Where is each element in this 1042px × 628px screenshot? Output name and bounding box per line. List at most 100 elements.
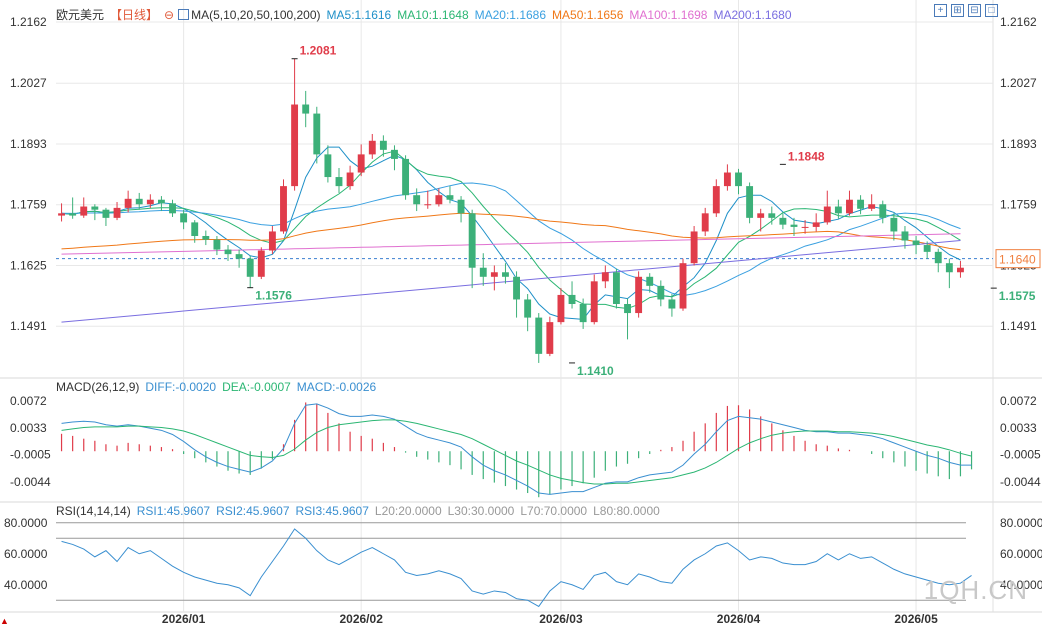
candle-body — [213, 239, 221, 250]
macd-tick-right: -0.0044 — [1000, 475, 1041, 489]
moving-average-lines — [61, 146, 961, 323]
fullscreen-icon[interactable]: □ — [985, 4, 998, 17]
macd-diff-line — [61, 403, 972, 495]
date-tick: 2026/04 — [717, 612, 761, 626]
rsi-tick-left: 80.0000 — [4, 516, 48, 530]
candle-body — [834, 206, 842, 214]
macd-legend-1: DEA:-0.0007 — [222, 380, 291, 394]
ma-legend-2: MA20:1.1686 — [474, 8, 547, 22]
price-tick-right: 1.2027 — [1000, 76, 1037, 90]
macd-tick-left: -0.0005 — [10, 448, 51, 462]
candle-body — [934, 251, 942, 264]
candle-body — [102, 209, 110, 218]
macd-tick-right: 0.0033 — [1000, 421, 1037, 435]
candlesticks — [58, 58, 964, 363]
settings-icon[interactable]: ⊖ — [164, 8, 175, 22]
candle-body — [235, 254, 243, 259]
current-price-label: 1.1640 — [999, 253, 1036, 267]
extreme-label: 1.2081 — [300, 44, 337, 58]
candle-body — [268, 231, 276, 251]
candle-body — [135, 198, 143, 205]
candle-body — [224, 249, 232, 255]
candle-body — [546, 322, 554, 354]
scroll-left-icon[interactable]: ▲ — [0, 616, 9, 626]
candle-body — [846, 199, 853, 214]
macd-tick-right: 0.0072 — [1000, 394, 1037, 408]
macd-panel — [60, 402, 973, 498]
candle-body — [945, 263, 953, 273]
rsi-line — [61, 528, 972, 608]
candle-body — [657, 285, 665, 300]
candle-body — [335, 177, 343, 187]
candle-body — [324, 154, 332, 178]
price-annotations: 1.2081 1.1576 1.1410 1.1848 1.1575 — [247, 44, 1036, 378]
ma-line-100 — [61, 233, 961, 255]
rsi-legend-5: L70:70.0000 — [520, 504, 588, 518]
crosshair-icon[interactable]: + — [934, 4, 947, 17]
candle-body — [313, 113, 321, 155]
rsi-legend-4: L30:30.0000 — [447, 504, 515, 518]
candle-body — [302, 104, 310, 114]
candle-body — [646, 276, 654, 286]
rsi-tick-right: 80.0000 — [1000, 516, 1042, 530]
candle-body — [812, 222, 820, 227]
ma-line-10 — [61, 150, 961, 310]
candle-body — [357, 154, 365, 173]
candle-body — [590, 281, 598, 323]
zoom-out-icon[interactable]: ⊟ — [968, 4, 981, 17]
rsi-legend-0: RSI1:45.9607 — [136, 504, 211, 518]
candle-body — [424, 204, 432, 206]
candle-body — [601, 272, 609, 282]
candle-body — [746, 186, 754, 218]
candle-body — [191, 222, 199, 236]
candle-body — [568, 294, 576, 304]
chart-toolbar: + ⊞ ⊟ □ — [934, 4, 998, 17]
price-tick-left: 1.1625 — [10, 258, 47, 272]
extreme-label: 1.1576 — [255, 289, 292, 303]
rsi-title: RSI(14,14,14) — [56, 504, 131, 518]
zoom-in-icon[interactable]: ⊞ — [951, 4, 964, 17]
candle-body — [857, 199, 865, 209]
macd-tick-left: 0.0033 — [10, 421, 47, 435]
ma-toggle-icon[interactable] — [178, 9, 190, 20]
candle-body — [524, 299, 532, 318]
macd-title: MACD(26,12,9) — [56, 380, 140, 394]
price-tick-right: 1.1893 — [1000, 137, 1037, 151]
macd-legend-2: MACD:-0.0026 — [296, 380, 377, 394]
candle-body — [868, 204, 876, 209]
candle-body — [146, 199, 154, 205]
rsi-legend-1: RSI2:45.9607 — [216, 504, 290, 518]
macd-legend-0: DIFF:-0.0020 — [145, 380, 217, 394]
period-label[interactable]: 【日线】 — [110, 8, 159, 22]
ma-line-5 — [61, 146, 961, 320]
ma-legend-5: MA200:1.1680 — [713, 8, 792, 22]
candle-body — [701, 213, 709, 232]
date-tick: 2026/01 — [162, 612, 206, 626]
rsi-tick-left: 60.0000 — [4, 547, 48, 561]
rsi-legend-3: L20:20.0000 — [374, 504, 442, 518]
date-tick: 2026/02 — [339, 612, 383, 626]
macd-tick-right: -0.0005 — [1000, 448, 1041, 462]
date-tick: 2026/03 — [539, 612, 583, 626]
rsi-tick-right: 60.0000 — [1000, 547, 1042, 561]
ma-legend-0: MA5:1.1616 — [326, 8, 392, 22]
candle-body — [912, 240, 920, 246]
candle-body — [635, 276, 643, 314]
candle-body — [890, 217, 898, 232]
candle-body — [612, 272, 620, 304]
candle-body — [579, 303, 587, 323]
price-tick-left: 1.2027 — [10, 76, 47, 90]
rsi-legend-2: RSI3:45.9607 — [295, 504, 369, 518]
candle-body — [779, 217, 787, 225]
axis-labels: 1.2162 1.2162 1.2027 1.2027 1.1893 1.1893 1.17… — [4, 15, 1042, 626]
ma-legend-4: MA100:1.1698 — [629, 8, 708, 22]
candle-body — [435, 195, 443, 205]
price-tick-right: 1.1759 — [1000, 198, 1037, 212]
ma-line-50 — [61, 212, 961, 251]
extreme-label: 1.1575 — [999, 289, 1036, 303]
price-tick-left: 1.1491 — [10, 319, 47, 333]
candle-body — [923, 245, 931, 252]
candle-body — [690, 231, 698, 264]
candle-body — [712, 186, 720, 214]
